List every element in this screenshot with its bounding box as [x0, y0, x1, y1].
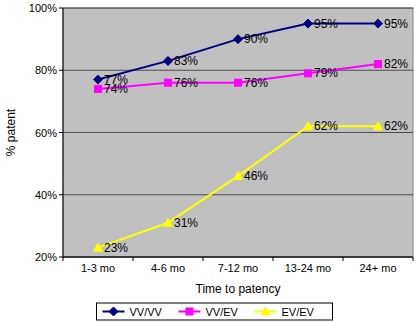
- data-label: 76%: [174, 76, 198, 90]
- tick-label: 1-3 mo: [81, 262, 115, 274]
- x-axis: [63, 257, 413, 258]
- tick-mark: [413, 257, 414, 261]
- data-label: 95%: [314, 17, 338, 31]
- marker: [304, 122, 313, 130]
- data-label: 46%: [244, 169, 268, 183]
- data-label: 82%: [384, 57, 408, 71]
- x-axis-title: Time to patency: [196, 282, 281, 296]
- grid-line: [63, 70, 413, 71]
- data-label: 74%: [104, 82, 128, 96]
- data-label: 31%: [174, 216, 198, 230]
- data-label: 95%: [384, 17, 408, 31]
- data-label: 62%: [314, 119, 338, 133]
- data-label: 90%: [244, 32, 268, 46]
- marker: [164, 218, 173, 226]
- tick-label: 24+ mo: [360, 262, 397, 274]
- marker: [235, 79, 242, 86]
- marker: [94, 243, 103, 251]
- legend-marker: [186, 308, 193, 315]
- tick-mark: [343, 257, 344, 261]
- tick-label: 13-24 mo: [285, 262, 331, 274]
- data-label: 79%: [314, 66, 338, 80]
- data-label: 23%: [104, 241, 128, 255]
- y-axis-title: % patent: [4, 108, 18, 156]
- tick-label: 80%: [35, 64, 57, 76]
- marker: [164, 56, 173, 65]
- series-group: [94, 19, 383, 251]
- legend-box: [97, 303, 333, 320]
- tick-label: 100%: [29, 2, 57, 14]
- tick-mark: [273, 257, 274, 261]
- legend-marker: [261, 307, 270, 315]
- data-label: 62%: [384, 119, 408, 133]
- marker: [375, 61, 382, 68]
- series-line: [98, 64, 378, 89]
- grid-line: [63, 8, 413, 9]
- marker: [374, 122, 383, 130]
- tick-mark: [59, 70, 63, 71]
- series-line: [98, 24, 378, 80]
- tick-label: 60%: [35, 127, 57, 139]
- legend-label: VV/VV: [130, 306, 163, 318]
- marker: [305, 70, 312, 77]
- y-axis: [63, 8, 64, 257]
- series-line: [98, 126, 378, 247]
- grid-line: [63, 194, 413, 195]
- grid-line: [63, 132, 413, 133]
- marker: [234, 35, 243, 44]
- tick-label: 40%: [35, 189, 57, 201]
- grid-line: [63, 257, 413, 258]
- tick-label: 20%: [35, 251, 57, 263]
- data-label: 83%: [174, 54, 198, 68]
- tick-mark: [133, 257, 134, 261]
- legend: VV/VV VV/EV EV/EV: [97, 303, 333, 320]
- marker: [234, 172, 243, 180]
- plot-area: [63, 8, 413, 257]
- tick-mark: [59, 132, 63, 133]
- data-label: 76%: [244, 76, 268, 90]
- data-labels: 77%83%90%95%95%74%76%76%79%82%23%31%46%6…: [104, 17, 408, 255]
- legend-label: VV/EV: [206, 306, 239, 318]
- tick-label: 7-12 mo: [218, 262, 258, 274]
- marker: [374, 19, 383, 28]
- marker: [304, 19, 313, 28]
- tick-mark: [59, 194, 63, 195]
- marker: [94, 75, 103, 84]
- legend-label: EV/EV: [282, 306, 315, 318]
- tick-label: 4-6 mo: [151, 262, 185, 274]
- tick-mark: [203, 257, 204, 261]
- marker: [165, 79, 172, 86]
- tick-mark: [63, 257, 64, 261]
- tick-mark: [59, 8, 63, 9]
- tick-mark: [59, 257, 63, 258]
- chart: 20% 40% 60% 80% 100% 1-3 mo 4-6 mo 7-12 mo 13-24…: [0, 0, 419, 322]
- marker: [95, 85, 102, 92]
- legend-marker: [109, 307, 118, 316]
